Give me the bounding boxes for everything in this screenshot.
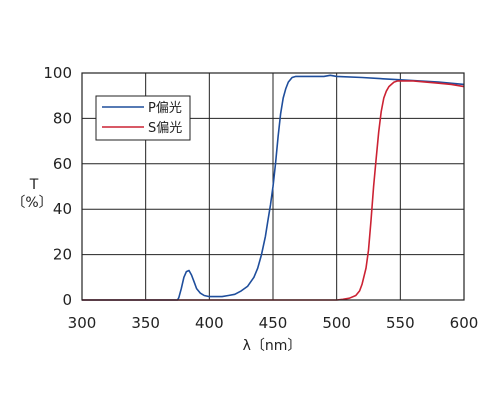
x-tick-label: 350 (131, 314, 160, 332)
y-tick-label: 60 (53, 155, 72, 173)
x-tick-labels: 300 350 400 450 500 550 600 (68, 314, 479, 332)
y-tick-label: 0 (62, 291, 72, 309)
series-line-1 (82, 80, 465, 301)
x-tick-label: 550 (386, 314, 415, 332)
series-lines (82, 74, 465, 301)
y-tick-labels: 0 20 40 60 80 100 (43, 64, 72, 309)
y-axis-label: T (29, 177, 39, 193)
legend-box (95, 95, 191, 141)
y-tick-label: 100 (43, 64, 72, 82)
legend-label-p: P偏光 (148, 101, 182, 116)
legend-label-s: S偏光 (148, 121, 182, 136)
x-axis-label: λ〔nm〕 (243, 338, 302, 354)
x-tick-label: 300 (68, 314, 97, 332)
x-tick-label: 450 (259, 314, 288, 332)
y-tick-label: 20 (53, 246, 72, 264)
y-tick-label: 80 (53, 109, 72, 127)
plot-frame (81, 72, 465, 301)
y-tick-label: 40 (53, 200, 72, 218)
series-line-0 (82, 74, 465, 301)
x-tick-label: 600 (450, 314, 479, 332)
y-axis-unit: 〔%〕 (11, 195, 52, 211)
legend: P偏光 S偏光 (95, 95, 191, 141)
x-tick-label: 500 (322, 314, 351, 332)
x-tick-label: 400 (195, 314, 224, 332)
